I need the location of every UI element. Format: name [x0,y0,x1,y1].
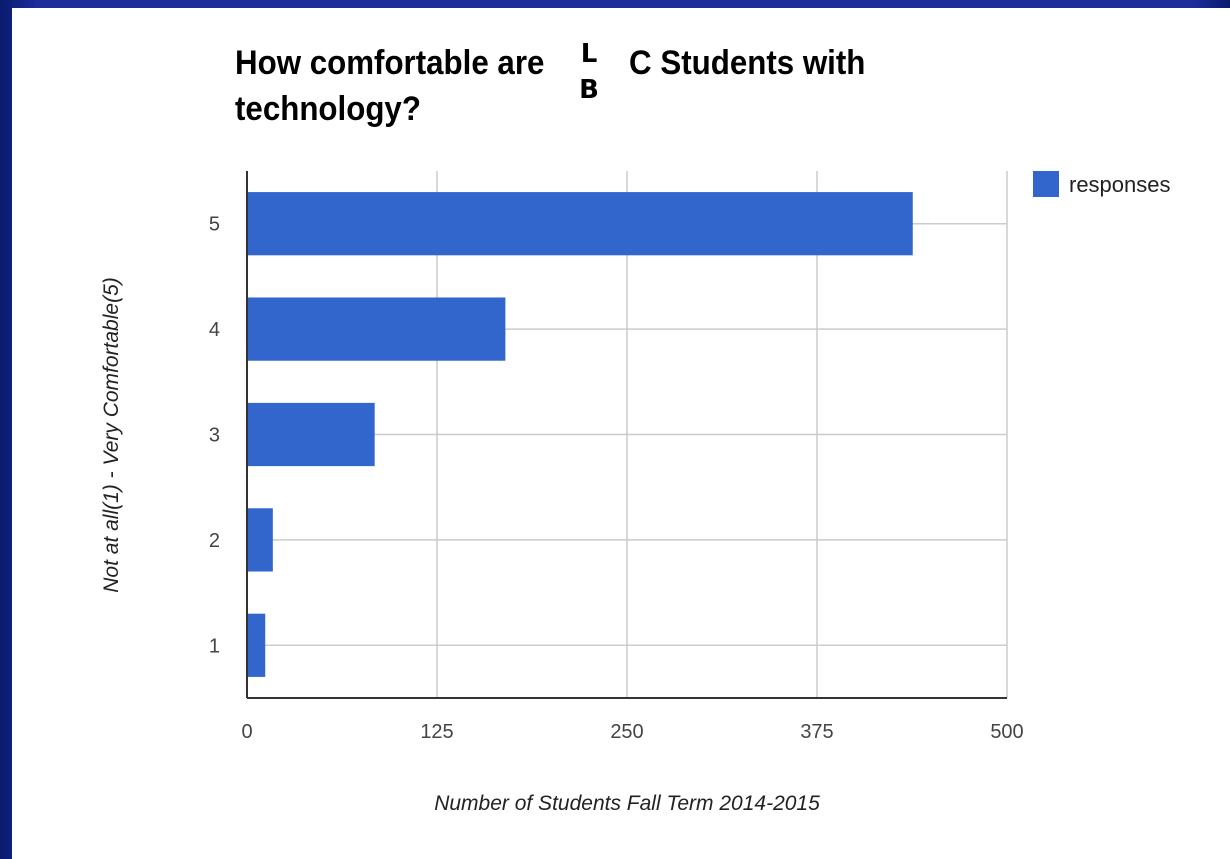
y-tick-label: 5 [209,214,220,236]
title-line-1-end: C Students with [629,44,866,82]
bar-3 [247,402,375,467]
x-tick-label: 375 [800,721,833,743]
chart-axes [246,171,1007,699]
y-tick-label: 4 [209,319,220,341]
overlay-letter-2: B [579,75,599,105]
x-tick-label: 250 [610,721,643,743]
x-tick-label: 500 [990,721,1023,743]
bar-5 [247,192,913,256]
y-tick-label: 3 [209,425,220,447]
chart-title: How comfortable are C Students with techn… [235,40,879,132]
legend-label-responses: responses [1069,172,1171,197]
y-tick-labels: 5 4 3 2 1 [209,214,220,658]
y-tick-label: 2 [209,530,220,552]
x-tick-label: 125 [420,721,453,743]
bar-4 [247,297,506,361]
x-tick-labels: 0 125 250 375 500 [241,721,1023,743]
y-axis-title: Not at all(1) - Very Comfortable(5) [100,277,123,592]
bar-1 [247,613,266,677]
chart-legend: responses [1033,171,1171,197]
legend-swatch-responses [1033,171,1059,197]
title-line-2: technology? [235,90,421,128]
overlay-letter-1: L [580,39,598,69]
y-tick-label: 1 [209,635,220,657]
x-tick-label: 0 [241,721,252,743]
title-overlay-box: L B [564,36,614,116]
title-line-1: How comfortable are [235,44,545,82]
bar-2 [247,508,273,572]
chart-bars [247,192,913,677]
slide-background [12,8,1230,859]
x-axis-title: Number of Students Fall Term 2014-2015 [434,792,820,815]
